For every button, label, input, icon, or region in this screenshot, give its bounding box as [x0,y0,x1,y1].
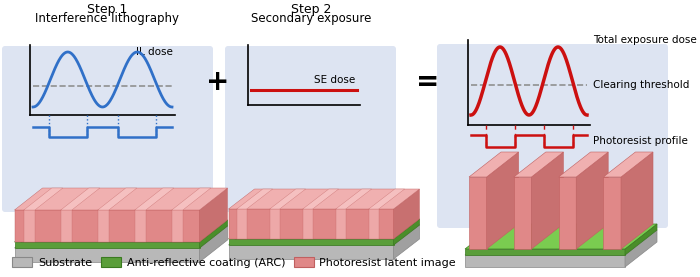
Polygon shape [270,209,279,239]
Polygon shape [559,152,608,177]
Polygon shape [134,210,146,242]
Polygon shape [228,245,393,259]
Polygon shape [237,189,272,209]
Polygon shape [369,189,405,209]
Text: =: = [416,68,440,96]
Polygon shape [199,220,228,248]
Polygon shape [465,249,625,255]
Polygon shape [393,219,419,245]
FancyBboxPatch shape [437,44,668,228]
Polygon shape [98,188,136,210]
Text: Total exposure dose: Total exposure dose [593,35,696,45]
Polygon shape [237,209,246,239]
Polygon shape [228,219,419,239]
Text: Step 1: Step 1 [87,3,127,16]
Polygon shape [199,226,228,262]
Polygon shape [61,210,72,242]
Polygon shape [469,177,486,249]
Polygon shape [270,189,306,209]
Polygon shape [369,209,379,239]
Polygon shape [393,189,419,239]
FancyBboxPatch shape [2,46,213,212]
FancyBboxPatch shape [225,46,396,212]
Polygon shape [621,152,653,249]
Polygon shape [625,224,657,255]
Text: Photoresist profile: Photoresist profile [593,136,688,146]
Legend: Substrate, Anti-reflective coating (ARC), Photoresist latent image: Substrate, Anti-reflective coating (ARC)… [9,254,459,271]
Text: IL dose: IL dose [136,47,173,57]
Polygon shape [486,152,519,249]
Polygon shape [531,152,564,249]
Polygon shape [469,152,519,177]
Polygon shape [465,230,657,255]
Polygon shape [199,188,228,242]
Polygon shape [559,177,576,249]
Polygon shape [15,248,199,262]
Polygon shape [172,210,183,242]
Polygon shape [625,230,657,267]
Polygon shape [98,210,109,242]
Polygon shape [15,242,199,248]
Polygon shape [336,209,346,239]
Polygon shape [514,177,531,249]
Polygon shape [134,188,174,210]
Polygon shape [15,226,227,248]
Polygon shape [61,188,100,210]
Polygon shape [302,189,339,209]
Polygon shape [603,152,653,177]
Text: +: + [206,68,230,96]
Polygon shape [228,209,393,239]
Polygon shape [603,177,621,249]
Polygon shape [576,152,608,249]
Polygon shape [172,188,211,210]
Polygon shape [228,225,419,245]
Polygon shape [302,209,313,239]
Polygon shape [15,210,199,242]
Polygon shape [393,225,419,259]
Polygon shape [24,210,35,242]
Polygon shape [465,224,657,249]
Polygon shape [228,239,393,245]
Text: Interference lithography: Interference lithography [35,12,179,25]
Polygon shape [228,189,419,209]
Polygon shape [465,255,625,267]
Polygon shape [15,188,227,210]
Polygon shape [15,220,227,242]
Text: Clearing threshold: Clearing threshold [593,80,690,90]
Polygon shape [24,188,63,210]
Text: SE dose: SE dose [314,75,355,85]
Text: Secondary exposure: Secondary exposure [251,12,371,25]
Polygon shape [336,189,372,209]
Polygon shape [514,152,564,177]
Text: Step 2: Step 2 [290,3,331,16]
